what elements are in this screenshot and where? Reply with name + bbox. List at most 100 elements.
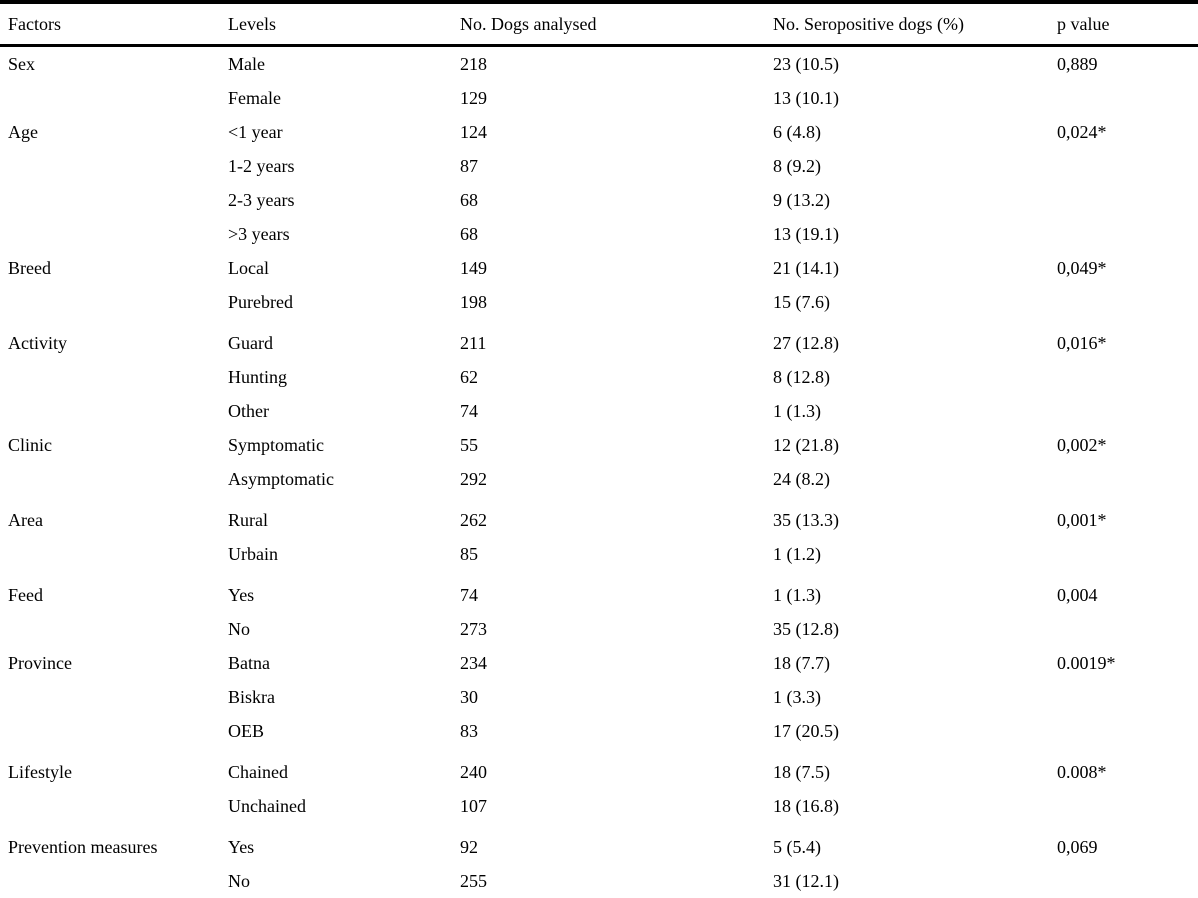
cell-factor [0, 680, 228, 714]
table-row: Sex Male 218 23 (10.5) 0,889 [0, 46, 1198, 82]
factor-group: Clinic Symptomatic 55 12 (21.8) 0,002* Asympt… [0, 428, 1198, 496]
table-row: Urbain 85 1 (1.2) [0, 537, 1198, 571]
cell-dogs-analysed: 129 [460, 87, 487, 108]
cell-p-value [1057, 81, 1198, 115]
cell-factor: Prevention measures [8, 836, 158, 857]
cell-dogs-analysed: 30 [460, 686, 478, 707]
cell-factor: Age [8, 121, 38, 142]
factor-group: Feed Yes 74 1 (1.3) 0,004 No 273 35 (12.8) [0, 571, 1198, 646]
column-header-levels: Levels [228, 13, 276, 34]
cell-dogs-analysed: 211 [460, 332, 487, 353]
column-header-factors: Factors [8, 13, 61, 34]
cell-seropositive: 1 (1.2) [773, 543, 821, 564]
cell-p-value: 0,049* [1057, 257, 1107, 278]
table-row: Purebred 198 15 (7.6) [0, 285, 1198, 319]
cell-factor [0, 714, 228, 748]
cell-seropositive: 13 (19.1) [773, 223, 839, 244]
cell-level: OEB [228, 720, 264, 741]
cell-level: Batna [228, 652, 270, 673]
cell-dogs-analysed: 262 [460, 509, 487, 530]
cell-seropositive: 6 (4.8) [773, 121, 821, 142]
cell-dogs-analysed: 87 [460, 155, 478, 176]
cell-level: <1 year [228, 121, 283, 142]
table-row: Unchained 107 18 (16.8) [0, 789, 1198, 823]
cell-level: Rural [228, 509, 268, 530]
cell-p-value: 0,002* [1057, 434, 1107, 455]
cell-seropositive: 27 (12.8) [773, 332, 839, 353]
cell-dogs-analysed: 255 [460, 870, 487, 891]
cell-level: Unchained [228, 795, 306, 816]
cell-p-value [1057, 360, 1198, 394]
cell-seropositive: 9 (13.2) [773, 189, 830, 210]
cell-p-value: 0,889 [1057, 53, 1098, 74]
cell-level: Asymptomatic [228, 468, 334, 489]
cell-dogs-analysed: 74 [460, 584, 478, 605]
cell-dogs-analysed: 74 [460, 400, 478, 421]
table-row: Female 129 13 (10.1) [0, 81, 1198, 115]
cell-seropositive: 24 (8.2) [773, 468, 830, 489]
cell-factor [0, 149, 228, 183]
table-row: No 255 31 (12.1) [0, 864, 1198, 898]
cell-dogs-analysed: 68 [460, 189, 478, 210]
cell-factor: Feed [8, 584, 43, 605]
cell-factor: Province [8, 652, 72, 673]
cell-dogs-analysed: 292 [460, 468, 487, 489]
cell-seropositive: 8 (9.2) [773, 155, 821, 176]
cell-dogs-analysed: 62 [460, 366, 478, 387]
cell-p-value [1057, 149, 1198, 183]
cell-level: Yes [228, 584, 255, 605]
cell-level: Guard [228, 332, 273, 353]
table-row: Area Rural 262 35 (13.3) 0,001* [0, 496, 1198, 537]
cell-seropositive: 8 (12.8) [773, 366, 830, 387]
cell-p-value: 0,004 [1057, 584, 1098, 605]
table-row: 1-2 years 87 8 (9.2) [0, 149, 1198, 183]
cell-level: 1-2 years [228, 155, 295, 176]
cell-p-value [1057, 714, 1198, 748]
cell-seropositive: 17 (20.5) [773, 720, 839, 741]
cell-p-value [1057, 680, 1198, 714]
cell-dogs-analysed: 273 [460, 618, 487, 639]
cell-p-value: 0.008* [1057, 761, 1107, 782]
cell-seropositive: 12 (21.8) [773, 434, 839, 455]
cell-dogs-analysed: 55 [460, 434, 478, 455]
cell-seropositive: 1 (3.3) [773, 686, 821, 707]
cell-p-value [1057, 285, 1198, 319]
cell-level: 2-3 years [228, 189, 295, 210]
cell-p-value: 0,016* [1057, 332, 1107, 353]
cell-dogs-analysed: 124 [460, 121, 487, 142]
cell-dogs-analysed: 83 [460, 720, 478, 741]
table-row: No 273 35 (12.8) [0, 612, 1198, 646]
cell-factor [0, 864, 228, 898]
cell-dogs-analysed: 240 [460, 761, 487, 782]
factor-group: Age <1 year 124 6 (4.8) 0,024* 1-2 years 87 8 (… [0, 115, 1198, 251]
cell-dogs-analysed: 218 [460, 53, 487, 74]
cell-dogs-analysed: 107 [460, 795, 487, 816]
cell-p-value [1057, 537, 1198, 571]
table-row: Hunting 62 8 (12.8) [0, 360, 1198, 394]
cell-dogs-analysed: 68 [460, 223, 478, 244]
cell-dogs-analysed: 149 [460, 257, 487, 278]
factor-group: Breed Local 149 21 (14.1) 0,049* Purebred 198 1… [0, 251, 1198, 319]
cell-seropositive: 18 (7.7) [773, 652, 830, 673]
table-row: Biskra 30 1 (3.3) [0, 680, 1198, 714]
cell-level: Male [228, 53, 265, 74]
cell-factor [0, 462, 228, 496]
factor-group: Prevention measures Yes 92 5 (5.4) 0,069 No 25… [0, 823, 1198, 898]
cell-factor [0, 394, 228, 428]
cell-seropositive: 35 (12.8) [773, 618, 839, 639]
cell-dogs-analysed: 92 [460, 836, 478, 857]
cell-level: Chained [228, 761, 288, 782]
cell-dogs-analysed: 234 [460, 652, 487, 673]
cell-p-value [1057, 183, 1198, 217]
cell-seropositive: 31 (12.1) [773, 870, 839, 891]
cell-p-value: 0,001* [1057, 509, 1107, 530]
table-row: Other 74 1 (1.3) [0, 394, 1198, 428]
cell-level: Symptomatic [228, 434, 324, 455]
table-row: Asymptomatic 292 24 (8.2) [0, 462, 1198, 496]
table-row: Clinic Symptomatic 55 12 (21.8) 0,002* [0, 428, 1198, 462]
cell-factor: Sex [8, 53, 35, 74]
cell-level: Biskra [228, 686, 275, 707]
cell-seropositive: 1 (1.3) [773, 584, 821, 605]
table-row: Prevention measures Yes 92 5 (5.4) 0,069 [0, 823, 1198, 864]
